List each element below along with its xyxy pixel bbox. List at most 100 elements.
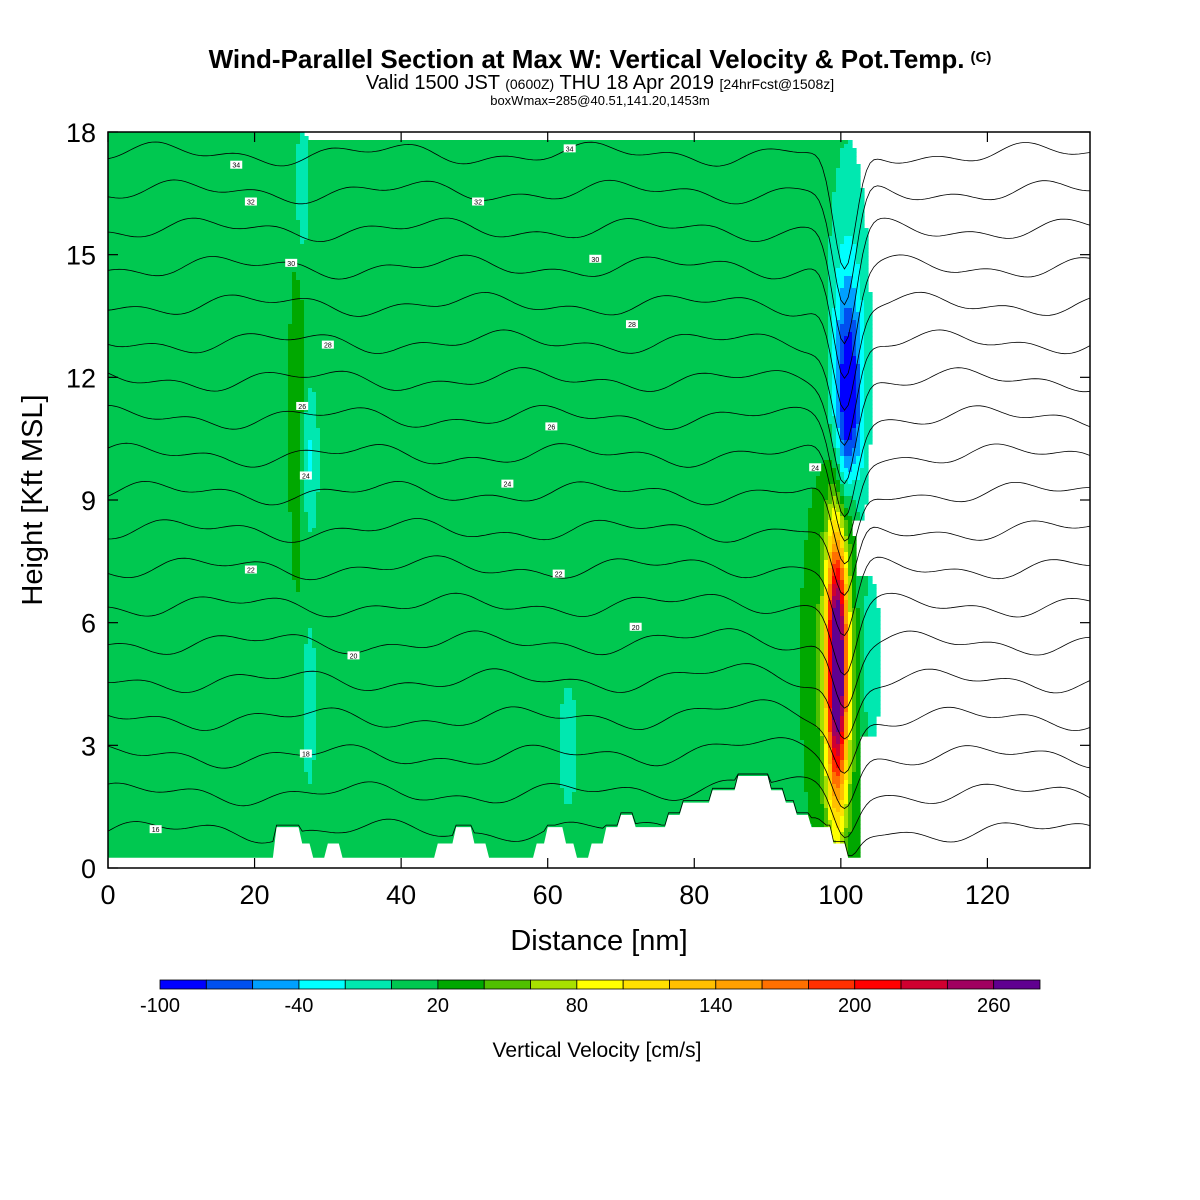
w-field-cell xyxy=(832,428,837,433)
theta-contour-line xyxy=(108,217,1090,345)
theta-label-text: 24 xyxy=(811,465,819,472)
w-field-cell xyxy=(832,560,837,565)
w-field-cell xyxy=(108,332,289,337)
w-field-cell xyxy=(320,472,821,477)
w-field-cell xyxy=(572,696,801,701)
w-field-cell xyxy=(820,592,825,597)
w-field-cell xyxy=(868,712,881,717)
w-field-cell xyxy=(296,584,301,589)
w-field-cell xyxy=(824,636,829,641)
w-field-cell xyxy=(560,704,577,709)
w-field-cell xyxy=(828,496,833,501)
w-field-cell xyxy=(824,460,833,465)
w-field-cell xyxy=(820,660,825,665)
theta-label-bg xyxy=(230,160,243,169)
w-field-cell xyxy=(316,664,801,669)
w-field-cell xyxy=(828,268,837,273)
copyright-mark: (C) xyxy=(970,49,992,66)
w-field-cell xyxy=(856,624,861,629)
w-field-cell xyxy=(108,236,301,241)
w-field-cell xyxy=(860,712,869,717)
w-field-cell xyxy=(864,628,881,633)
w-field-cell xyxy=(852,752,857,757)
w-field-cell xyxy=(816,680,821,685)
colorbar-swatch xyxy=(761,979,809,990)
theta-contour-line xyxy=(108,628,1090,709)
w-field-cell xyxy=(288,492,301,497)
w-field-cell xyxy=(836,404,841,409)
w-field-cell xyxy=(860,472,869,477)
w-field-cell xyxy=(828,756,833,761)
w-field-cell xyxy=(292,304,305,309)
w-field-cell xyxy=(292,576,301,581)
w-field-cell xyxy=(308,188,837,193)
w-field-cell xyxy=(856,732,861,737)
w-field-cell xyxy=(576,712,801,717)
w-field-cell xyxy=(864,656,881,661)
w-field-cell xyxy=(864,448,869,453)
w-field-cell xyxy=(824,572,829,577)
theta-label-text: 22 xyxy=(555,572,563,579)
w-field-cell xyxy=(108,564,293,569)
w-field-cell xyxy=(832,200,865,205)
w-field-cell xyxy=(824,824,829,829)
w-field-cell xyxy=(808,508,825,513)
w-field-cell xyxy=(832,404,837,409)
w-field-cell xyxy=(864,364,873,369)
w-field-cell xyxy=(288,396,305,401)
w-field-cell xyxy=(312,452,321,457)
w-field-cell xyxy=(804,740,821,745)
w-field-cell xyxy=(288,480,301,485)
w-field-cell xyxy=(108,672,305,677)
w-field-cell xyxy=(820,580,825,585)
w-field-cell xyxy=(852,648,857,653)
w-field-cell xyxy=(108,724,305,729)
w-field-cell xyxy=(800,664,817,669)
w-field-cell xyxy=(824,524,829,529)
w-field-cell xyxy=(804,788,821,793)
w-field-cell xyxy=(836,720,841,725)
w-field-cell xyxy=(856,364,861,369)
w-field-cell xyxy=(832,612,841,617)
w-field-cell xyxy=(288,440,301,445)
w-field-cell xyxy=(856,656,861,661)
w-field-cell xyxy=(828,384,833,389)
w-field-cell xyxy=(576,776,805,781)
w-field-cell xyxy=(860,416,865,421)
w-field-cell xyxy=(836,456,841,461)
w-field-cell xyxy=(856,616,861,621)
w-field-cell xyxy=(852,732,857,737)
w-field-cell xyxy=(820,772,825,777)
w-field-cell xyxy=(856,724,861,729)
theta-label-text: 16 xyxy=(152,827,160,834)
w-field-cell xyxy=(840,352,845,357)
w-field-cell xyxy=(840,424,845,429)
w-field-cell xyxy=(316,692,565,697)
w-field-cell xyxy=(816,480,841,485)
w-field-cell xyxy=(856,692,861,697)
w-field-cell xyxy=(828,808,833,813)
w-field-cell xyxy=(844,836,849,841)
w-field-cell xyxy=(300,572,805,577)
w-field-cell xyxy=(840,504,845,509)
w-field-cell xyxy=(824,748,829,753)
w-field-cell xyxy=(300,440,305,445)
w-field-cell xyxy=(108,448,289,453)
w-field-cell xyxy=(832,756,841,761)
w-field-cell xyxy=(856,352,861,357)
w-field-cell xyxy=(308,444,313,449)
w-field-cell xyxy=(836,336,841,341)
w-field-cell xyxy=(108,296,293,301)
w-field-cell xyxy=(108,152,297,157)
w-field-cell xyxy=(832,776,841,781)
w-field-cell xyxy=(308,404,317,409)
w-field-cell xyxy=(316,668,801,673)
w-field-cell xyxy=(816,656,821,661)
w-field-cell xyxy=(832,308,841,313)
w-field-cell xyxy=(800,620,817,625)
theta-contour-line xyxy=(108,592,1090,676)
w-field-cell xyxy=(316,400,829,405)
w-field-cell xyxy=(856,344,861,349)
w-field-cell xyxy=(852,756,857,761)
w-field-cell xyxy=(304,440,309,445)
